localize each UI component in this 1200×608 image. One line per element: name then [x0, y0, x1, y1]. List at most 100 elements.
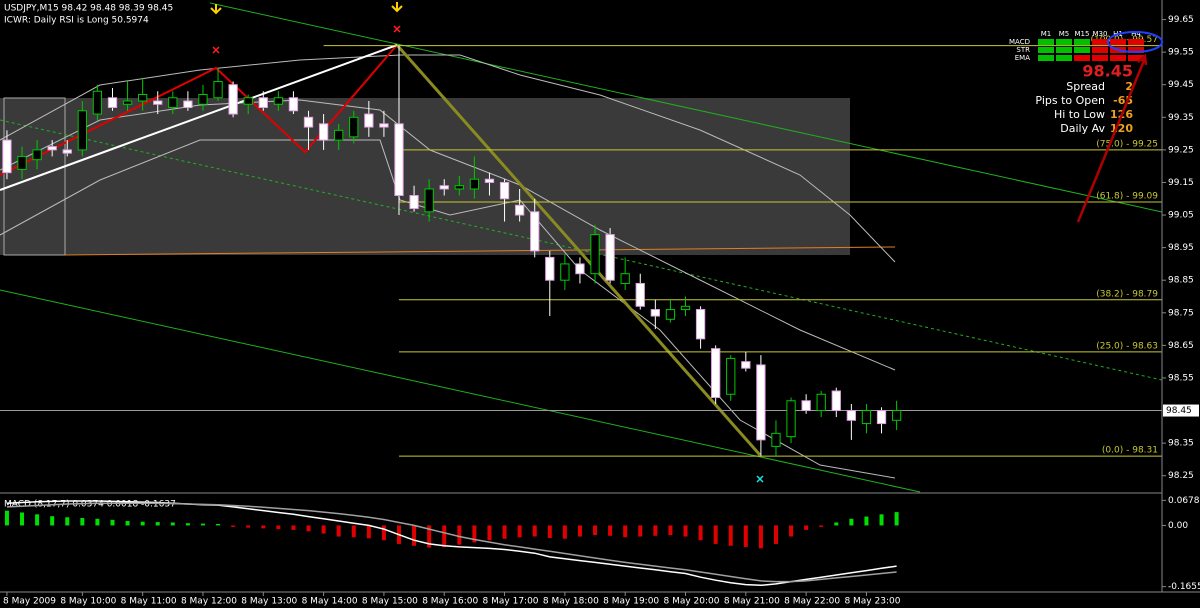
candle-body [258, 97, 268, 109]
candle-body [786, 400, 796, 438]
macd-bar [819, 525, 824, 527]
x-tick-label: 8 May 10:00 [60, 597, 116, 607]
candle-body [530, 211, 540, 252]
macd-bar [246, 525, 251, 528]
stat-value: 2 [1125, 80, 1133, 93]
candle-body [590, 234, 600, 275]
orange-line [64, 246, 896, 256]
macd-bar [653, 525, 658, 536]
y-tick-label: 98.95 [1168, 243, 1194, 253]
candle-body [122, 100, 133, 105]
signal-cell [1128, 55, 1144, 61]
macd-bar [427, 525, 432, 548]
macd-bar [110, 519, 115, 526]
x-tick-label: 8 May 21:00 [724, 597, 780, 607]
macd-bar [547, 525, 552, 539]
macd-bar [773, 525, 778, 544]
candle-body [514, 204, 525, 216]
y-tick-label: 99.55 [1168, 48, 1194, 58]
x-tick-label: 8 May 18:00 [543, 597, 599, 607]
candle-body [861, 410, 872, 425]
macd-bar [683, 525, 688, 537]
candle-body [575, 263, 585, 275]
macd-bar [804, 525, 809, 530]
macd-y-tick-label: 0.00 [1168, 521, 1188, 531]
y-tick-label: 99.35 [1168, 113, 1194, 123]
y-tick-label: 98.75 [1168, 308, 1194, 318]
candle-body [107, 97, 118, 109]
indicator-label: EMA [1015, 54, 1030, 62]
candle-body [288, 97, 299, 112]
candle-body [695, 309, 706, 340]
macd-bar [261, 525, 266, 529]
candle-body [726, 357, 736, 395]
timeframe-label: H4 [1131, 30, 1141, 38]
stat-label: Pips to Open [1035, 94, 1105, 107]
candle-body [2, 139, 12, 174]
macd-bar [231, 525, 236, 527]
y-tick-label: 99.45 [1168, 80, 1194, 90]
stat-label: Daily Av [1060, 122, 1105, 135]
macd-line [6, 500, 897, 587]
candle-body [334, 129, 344, 141]
fib-label: (25.0) - 98.63 [1096, 341, 1158, 351]
chart-subtitle: ICWR: Daily RSI is Long 50.5974 [4, 16, 149, 26]
macd-bar [743, 525, 748, 547]
macd-bar [532, 525, 537, 537]
candle-body [168, 97, 178, 109]
macd-line [6, 502, 897, 583]
signal-cell [1092, 47, 1108, 53]
x-tick-label: 8 May 23:00 [844, 597, 900, 607]
x-tick-label: 8 May 2009 [3, 597, 56, 607]
candle-body [153, 100, 163, 105]
macd-bar [291, 525, 296, 530]
macd-bar [412, 525, 417, 546]
bid-box [1163, 404, 1199, 417]
macd-bar [276, 525, 281, 530]
signal-cell [1056, 39, 1072, 45]
candle-body [469, 178, 480, 190]
macd-bar [80, 518, 85, 526]
candle-body [560, 263, 570, 281]
chart-title: USDJPY,M15 98.42 98.48 98.39 98.45 [4, 4, 173, 14]
candle-body [801, 400, 811, 412]
macd-bar [608, 525, 613, 536]
macd-bar [306, 525, 311, 532]
fib-label: (38.2) - 98.79 [1096, 289, 1158, 299]
macd-bar [20, 512, 25, 526]
candle-body [273, 97, 284, 105]
candle-body [47, 146, 57, 151]
macd-bar [623, 525, 628, 538]
candle-body [183, 100, 193, 109]
macd-bar [4, 510, 9, 526]
candle-body [243, 97, 253, 105]
macd-bar [789, 525, 794, 537]
macd-y-tick-label: 0.0678 [1168, 496, 1200, 506]
macd-bar [864, 516, 869, 526]
y-tick-label: 99.15 [1168, 178, 1194, 188]
y-tick-label: 98.55 [1168, 373, 1194, 383]
candle-body [62, 149, 72, 154]
range-box [0, 98, 850, 255]
channel-line [0, 289, 921, 493]
candle-body [409, 194, 419, 210]
macd-bar [65, 517, 70, 526]
candle-body [665, 309, 676, 320]
macd-bar [894, 512, 899, 526]
candle-body [439, 185, 449, 190]
highlight-ellipse [1107, 31, 1163, 53]
candle-body [771, 432, 781, 447]
signal-cell [1038, 39, 1054, 45]
timeframe-label: M15 [1075, 30, 1090, 38]
macd-bar [698, 525, 703, 541]
candle-body [876, 410, 887, 425]
candle-body [379, 123, 389, 128]
fib-line [395, 44, 762, 456]
fib-label: (61.8) - 99.09 [1096, 192, 1158, 202]
candle-body [364, 113, 374, 128]
signal-cell [1092, 55, 1108, 61]
zigzag [0, 44, 398, 176]
channel-mid-line [0, 119, 1163, 381]
candle-body [891, 410, 902, 421]
